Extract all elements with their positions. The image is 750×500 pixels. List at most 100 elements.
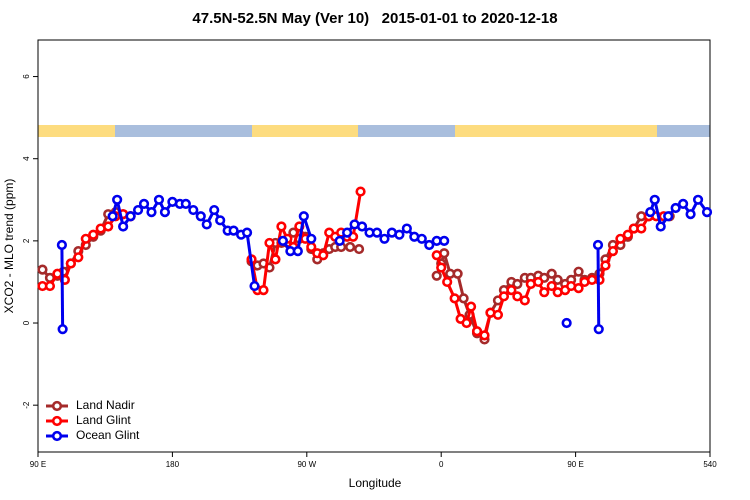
data-point [209,204,220,216]
data-point [442,276,453,288]
data-point [353,243,365,255]
data-point [600,260,611,271]
data-point [539,287,550,298]
data-point [180,198,191,209]
data-point [306,233,317,244]
data-point [215,215,226,226]
y-tick-label: 6 [22,74,31,79]
data-point [345,241,356,253]
data-point [458,293,469,304]
data-point [318,250,329,261]
series-line [60,244,65,330]
data-point [701,207,713,218]
y-tick-label: 0 [22,320,31,325]
data-point [342,227,353,238]
land-ocean-strip [38,125,710,137]
data-point [471,326,483,337]
data-point [112,194,123,205]
data-point [424,239,435,251]
legend-marker [51,415,63,427]
data-point [37,264,48,275]
land-band [455,125,657,137]
x-tick-label: 0 [439,460,444,469]
data-point [670,202,681,214]
y-tick-label: 4 [22,156,31,161]
data-point [334,235,345,246]
data-point [546,280,557,292]
data-point [195,211,206,222]
data-point [56,239,67,251]
legend-marker [51,400,63,412]
data-point [188,204,199,216]
data-point [277,235,289,246]
data-point [622,229,633,240]
ocean-band [657,125,710,137]
data-point [678,198,689,209]
data-point [512,291,523,302]
x-tick-label: 540 [703,460,717,469]
data-point [118,221,129,232]
x-axis-label: Longitude [349,476,402,490]
data-point [241,227,253,238]
data-point [439,235,450,246]
data-point [292,246,303,257]
data-point [655,221,666,232]
legend-label: Land Glint [76,413,131,427]
data-point [276,221,287,232]
data-point [636,223,647,234]
data-point [561,317,572,329]
data-point [153,194,165,205]
data-point [65,258,76,269]
legend-label: Land Nadir [76,398,135,412]
chart-title: 47.5N-52.5N May (Ver 10) 2015-01-01 to 2… [192,10,557,27]
data-point [431,250,442,261]
data-point [132,204,144,216]
legend-marker [51,430,63,442]
data-point [258,285,269,296]
data-point [125,211,136,222]
plot-frame [37,39,711,453]
data-point [593,324,604,335]
data-point [546,268,557,279]
data-point [552,274,563,285]
y-axis-label: XCO2 - MLO trend (ppm) [2,179,16,314]
data-point [379,233,390,244]
ocean-band [115,125,252,137]
data-point [663,211,674,222]
data-point [107,211,118,222]
series-line [596,244,601,330]
x-tick-label: 90 E [30,460,46,469]
data-point [592,239,604,251]
data-point [401,223,412,234]
data-point [146,207,157,218]
data-point [461,317,472,329]
data-point [573,283,584,294]
y-tick-label: 2 [22,238,31,243]
data-point [356,221,368,232]
data-point [645,207,656,218]
data-point [498,291,510,302]
data-point [355,186,366,197]
data-point [573,266,584,277]
land-band [38,125,115,137]
data-point [492,309,504,320]
data-point [228,225,239,236]
data-point [452,268,463,279]
data-point [298,211,309,222]
data-point [52,268,63,279]
ocean-band [358,125,455,137]
data-point [512,278,523,290]
data-point [264,237,275,249]
data-point [685,209,696,220]
data-point [615,233,626,244]
data-point [270,254,281,265]
data-point [506,285,517,296]
data-point [607,246,619,257]
data-point [73,252,84,263]
data-point [416,233,427,244]
data-point [431,270,442,281]
data-point [519,295,530,306]
data-point [394,229,405,240]
